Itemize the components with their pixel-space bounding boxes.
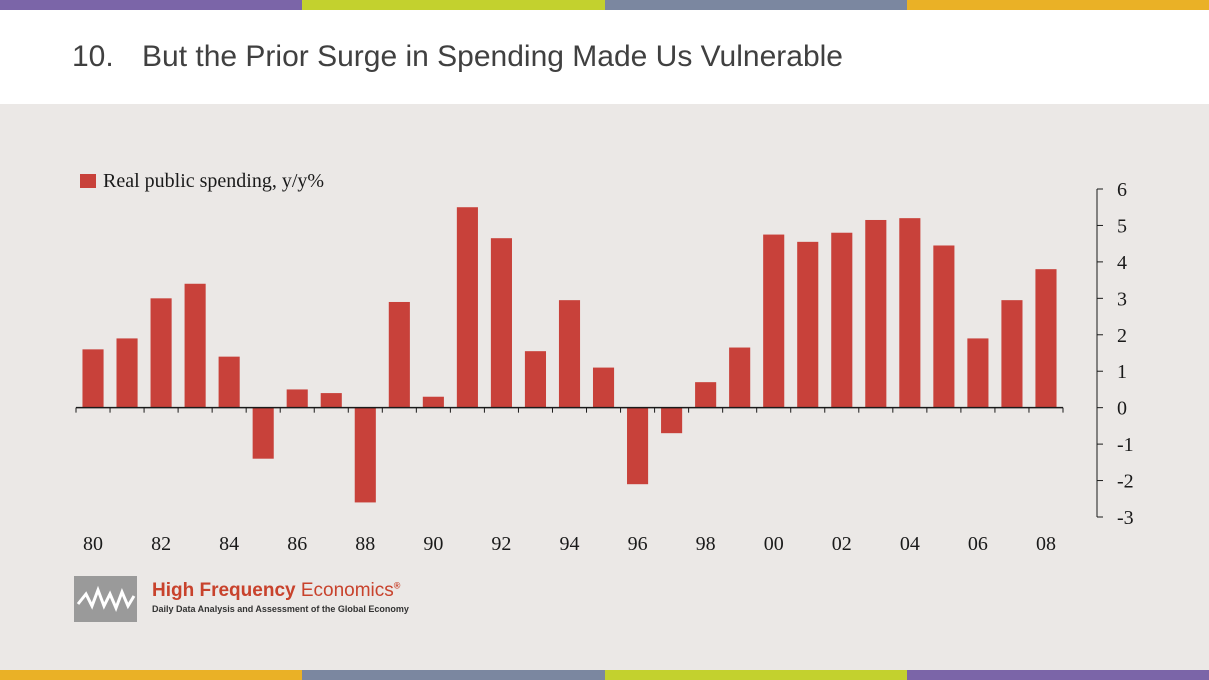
x-tick-label-90: 90 bbox=[423, 533, 443, 555]
x-tick-label-86: 86 bbox=[287, 533, 307, 555]
x-tick-label-82: 82 bbox=[151, 533, 171, 555]
top-color-strip bbox=[0, 0, 1209, 10]
bar-2004 bbox=[899, 218, 921, 408]
bar-2003 bbox=[865, 219, 887, 408]
bottom-color-strip bbox=[0, 670, 1209, 680]
company-logo: High Frequency Economics® Daily Data Ana… bbox=[74, 576, 494, 626]
bar-2000 bbox=[763, 234, 785, 408]
registered-mark: ® bbox=[393, 580, 401, 591]
y-tick-label: 6 bbox=[1117, 179, 1127, 201]
logo-graphic bbox=[76, 585, 136, 613]
y-tick-label: -3 bbox=[1117, 507, 1134, 529]
slide-number: 10. bbox=[72, 40, 114, 73]
logo-tagline: Daily Data Analysis and Assessment of th… bbox=[152, 604, 409, 614]
chart-legend: Real public spending, y/y% bbox=[80, 170, 324, 192]
strip-segment bbox=[906, 0, 1209, 10]
x-tick-label-00: 00 bbox=[764, 533, 784, 555]
legend-label: Real public spending, y/y% bbox=[103, 170, 324, 192]
logo-name: High Frequency Economics® bbox=[152, 580, 400, 602]
bar-2001 bbox=[797, 241, 819, 408]
y-tick-label: 3 bbox=[1117, 288, 1127, 310]
x-tick-label-84: 84 bbox=[219, 533, 239, 555]
y-axis: 6 5 4 3 2 1 0 -1 -2 -3 bbox=[1096, 179, 1134, 529]
bar-1989 bbox=[388, 301, 410, 408]
bar-2008 bbox=[1035, 269, 1057, 408]
strip-segment bbox=[906, 670, 1209, 680]
bar-1993 bbox=[524, 351, 547, 408]
chart-panel: Real public spending, y/y% 80 82 84 86 88 90 9… bbox=[0, 104, 1209, 670]
slide-title: 10. But the Prior Surge in Spending Made … bbox=[72, 40, 843, 74]
zigzag-line-icon bbox=[74, 576, 137, 622]
bar-1988 bbox=[354, 407, 376, 503]
strip-segment bbox=[604, 0, 907, 10]
x-tick-label-80: 80 bbox=[83, 533, 103, 555]
bar-chart: Real public spending, y/y% 80 82 84 86 88 90 9… bbox=[75, 170, 1134, 555]
bar-1987 bbox=[320, 393, 342, 408]
bar-1984 bbox=[218, 356, 240, 408]
bar-1981 bbox=[116, 338, 138, 408]
logo-name-light: Economics bbox=[300, 580, 394, 601]
strip-segment bbox=[0, 0, 303, 10]
bar-1994 bbox=[558, 300, 581, 408]
bar-1985 bbox=[252, 407, 274, 459]
x-tick-label-88: 88 bbox=[355, 533, 375, 555]
bar-1982 bbox=[150, 298, 172, 408]
bar-1980 bbox=[82, 349, 104, 408]
bar-1983 bbox=[184, 283, 206, 408]
strip-segment bbox=[604, 670, 907, 680]
bar-1992 bbox=[490, 238, 512, 408]
x-tick-label-04: 04 bbox=[900, 533, 920, 555]
y-tick-label: 0 bbox=[1117, 398, 1127, 420]
bar-1990 bbox=[422, 396, 444, 408]
strip-segment bbox=[302, 670, 605, 680]
y-tick-label: 5 bbox=[1117, 215, 1127, 237]
bar-2002 bbox=[831, 232, 853, 408]
strip-segment bbox=[302, 0, 605, 10]
bar-1986 bbox=[286, 389, 308, 408]
x-tick-label-02: 02 bbox=[832, 533, 852, 555]
bar-1999 bbox=[729, 347, 751, 408]
slide-title-text: But the Prior Surge in Spending Made Us … bbox=[142, 40, 843, 73]
bar-1991 bbox=[456, 207, 478, 408]
y-tick-label: 2 bbox=[1117, 325, 1127, 347]
bar-1997 bbox=[661, 407, 683, 434]
logo-name-bold: High Frequency bbox=[152, 580, 296, 601]
x-tick-label-96: 96 bbox=[628, 533, 648, 555]
bar-2005 bbox=[933, 245, 955, 408]
y-tick-label: -2 bbox=[1117, 471, 1134, 493]
x-tick-label-94: 94 bbox=[560, 533, 580, 555]
x-tick-label-06: 06 bbox=[968, 533, 988, 555]
bar-1995 bbox=[592, 367, 615, 408]
strip-segment bbox=[0, 670, 303, 680]
bar-1996 bbox=[627, 407, 649, 485]
x-axis: 80 82 84 86 88 90 92 94 96 98 00 02 04 06 08 bbox=[75, 406, 1064, 555]
x-tick-label-08: 08 bbox=[1036, 533, 1056, 555]
bar-2007 bbox=[1001, 300, 1023, 408]
bar-1998 bbox=[695, 382, 717, 408]
bars-group bbox=[82, 207, 1057, 503]
y-tick-label: -1 bbox=[1117, 434, 1134, 456]
y-tick-label: 4 bbox=[1117, 252, 1127, 274]
x-tick-label-98: 98 bbox=[696, 533, 716, 555]
x-tick-label-92: 92 bbox=[491, 533, 511, 555]
y-tick-label: 1 bbox=[1117, 361, 1127, 383]
bar-2006 bbox=[967, 338, 989, 408]
legend-swatch bbox=[80, 174, 96, 188]
